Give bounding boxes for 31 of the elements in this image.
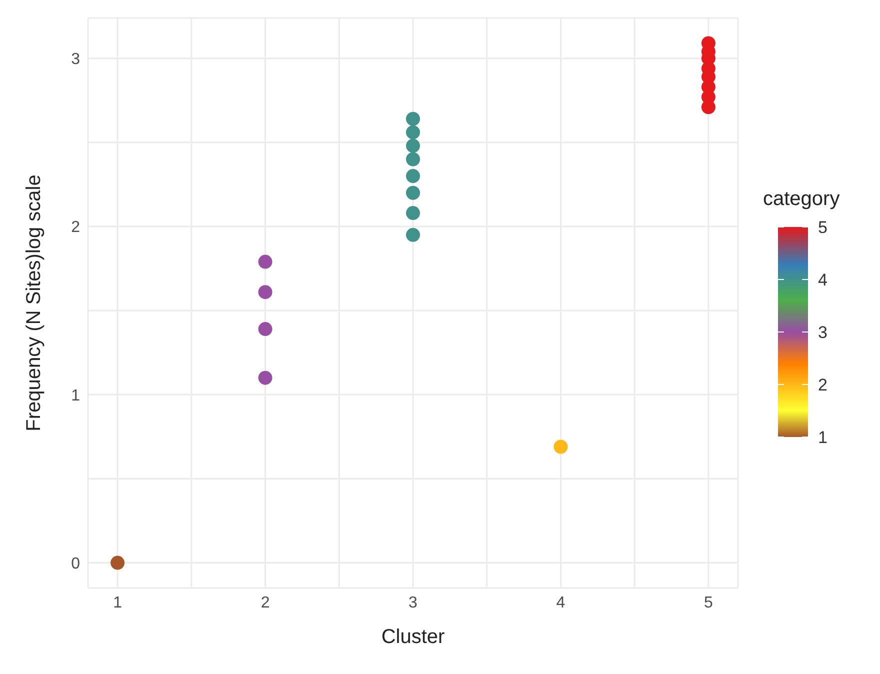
- x-tick-label: 2: [260, 594, 270, 612]
- point: [258, 322, 272, 336]
- point: [406, 138, 420, 153]
- color-bar-label: 1: [818, 428, 828, 447]
- y-tick-label: 1: [71, 387, 80, 404]
- x-tick-label: 3: [408, 594, 418, 612]
- point: [406, 206, 420, 220]
- color-bar-label: 2: [818, 376, 828, 394]
- x-tick-label: 4: [556, 594, 566, 612]
- y-tick-label: 0: [71, 555, 80, 572]
- point: [406, 125, 420, 140]
- x-tick-label: 1: [113, 594, 122, 612]
- x-axis-title: Cluster: [381, 626, 446, 648]
- color-bar-title: category: [763, 188, 841, 211]
- color-bar-label: 5: [818, 218, 828, 237]
- point: [258, 254, 272, 269]
- point: [258, 370, 272, 385]
- point: [406, 152, 420, 166]
- y-axis-title: Frequency (N Sites)log scale: [23, 174, 46, 432]
- color-bar-label: 4: [818, 270, 828, 290]
- point: [110, 556, 125, 570]
- y-tick-label: 3: [71, 51, 80, 68]
- point: [258, 285, 272, 300]
- color-bar-label: 3: [818, 323, 828, 342]
- y-tick-label: 2: [71, 219, 80, 236]
- point: [406, 112, 420, 126]
- point: [554, 440, 568, 454]
- point: [406, 186, 420, 200]
- point: [406, 169, 420, 184]
- x-tick-label: 5: [704, 594, 713, 612]
- point: [406, 228, 420, 242]
